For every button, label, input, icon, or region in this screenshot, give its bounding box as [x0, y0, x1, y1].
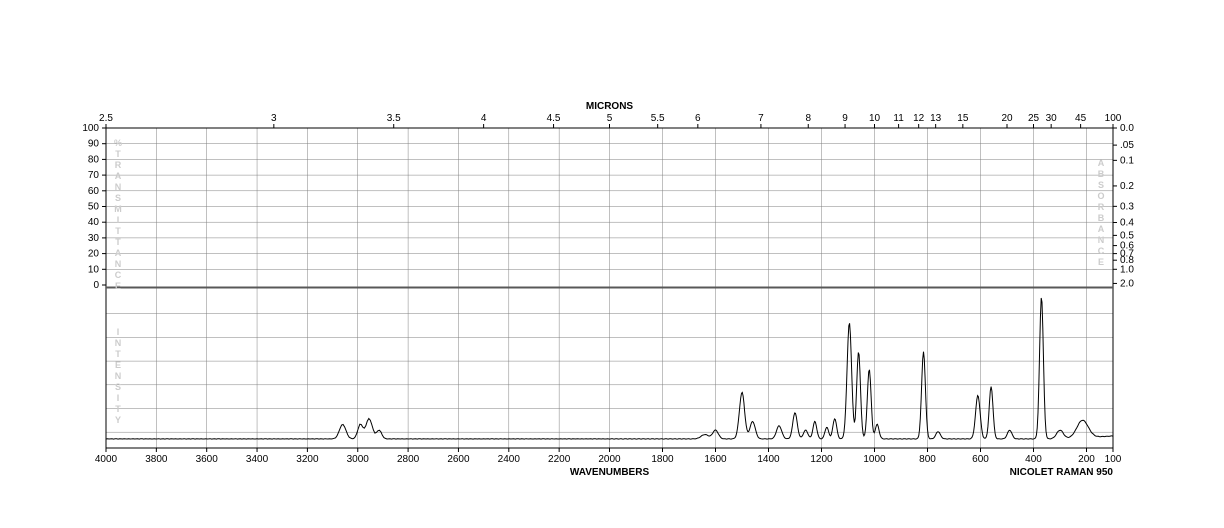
watermark-intensity: T	[115, 404, 121, 414]
watermark-intensity: I	[117, 393, 120, 403]
instrument-label: NICOLET RAMAN 950	[1010, 467, 1114, 478]
watermark-transmittance: T	[115, 149, 121, 159]
xtick-label-bottom: 1000	[863, 454, 886, 465]
xtick-label-top: 5.5	[651, 113, 665, 124]
xtick-label-top: 13	[930, 113, 942, 124]
watermark-intensity: I	[117, 327, 120, 337]
ytick-label-right: 0.0	[1120, 123, 1134, 134]
xtick-label-bottom: 600	[972, 454, 989, 465]
xtick-label-top: 45	[1075, 113, 1087, 124]
watermark-transmittance: A	[115, 171, 122, 181]
xtick-label-bottom: 800	[919, 454, 936, 465]
watermark-transmittance: A	[115, 248, 122, 258]
watermark-intensity: Y	[115, 415, 121, 425]
xtick-label-bottom: 200	[1078, 454, 1095, 465]
xtick-label-top: 4	[481, 113, 487, 124]
ytick-label-left: 20	[88, 249, 100, 260]
ytick-label-right: 0.1	[1120, 155, 1134, 166]
xtick-label-bottom: 2000	[598, 454, 621, 465]
watermark-transmittance: %	[114, 138, 122, 148]
xtick-label-top: 15	[957, 113, 969, 124]
watermark-transmittance: S	[115, 193, 121, 203]
xtick-label-bottom: 3600	[196, 454, 219, 465]
xtick-label-top: 10	[869, 113, 881, 124]
ytick-label-right: 0.3	[1120, 201, 1134, 212]
ytick-label-right: 1.0	[1120, 264, 1134, 275]
watermark-transmittance: N	[115, 259, 122, 269]
xtick-label-bottom: 3800	[145, 454, 168, 465]
ytick-label-left: 70	[88, 170, 100, 181]
xtick-label-top: 6	[695, 113, 701, 124]
watermark-absorbance: A	[1098, 158, 1105, 168]
watermark-intensity: T	[115, 349, 121, 359]
x-axis-label-top: MICRONS	[586, 101, 634, 112]
xtick-label-bottom: 1800	[651, 454, 674, 465]
xtick-label-bottom: 2600	[447, 454, 470, 465]
watermark-absorbance: O	[1097, 191, 1104, 201]
watermark-absorbance: R	[1098, 202, 1105, 212]
xtick-label-top: 11	[893, 113, 904, 124]
xtick-label-bottom: 400	[1025, 454, 1042, 465]
xtick-label-top: 3	[271, 113, 277, 124]
ytick-label-left: 0	[93, 280, 99, 291]
ytick-label-left: 100	[82, 123, 99, 134]
spectrum-chart: 4000380036003400320030002800260024002200…	[0, 0, 1224, 528]
xtick-label-top: 2.5	[99, 113, 113, 124]
xtick-label-bottom: 2400	[498, 454, 521, 465]
ytick-label-left: 60	[88, 186, 100, 197]
watermark-absorbance: B	[1098, 213, 1105, 223]
watermark-transmittance: R	[115, 160, 122, 170]
watermark-transmittance: I	[117, 215, 120, 225]
xtick-label-top: 9	[842, 113, 848, 124]
chart-svg: 4000380036003400320030002800260024002200…	[0, 0, 1224, 528]
watermark-absorbance: C	[1098, 246, 1105, 256]
ytick-label-right: 0.2	[1120, 181, 1134, 192]
watermark-absorbance: S	[1098, 180, 1104, 190]
ytick-label-right: 2.0	[1120, 278, 1134, 289]
xtick-label-top: 25	[1028, 113, 1040, 124]
watermark-absorbance: N	[1098, 235, 1105, 245]
ytick-label-left: 90	[88, 139, 100, 150]
xtick-label-top: 7	[758, 113, 764, 124]
watermark-transmittance: E	[115, 281, 121, 291]
xtick-label-bottom: 3000	[347, 454, 370, 465]
watermark-transmittance: M	[114, 204, 122, 214]
xtick-label-top: 8	[805, 113, 811, 124]
ytick-label-left: 30	[88, 233, 100, 244]
watermark-intensity: E	[115, 360, 121, 370]
watermark-transmittance: T	[115, 237, 121, 247]
watermark-intensity: S	[115, 382, 121, 392]
xtick-label-bottom: 1200	[810, 454, 833, 465]
xtick-label-bottom: 3200	[296, 454, 319, 465]
x-axis-label-bottom: WAVENUMBERS	[570, 467, 650, 478]
xtick-label-bottom: 1400	[757, 454, 780, 465]
ytick-label-left: 50	[88, 202, 100, 213]
watermark-intensity: N	[115, 338, 122, 348]
xtick-label-top: 3.5	[387, 113, 401, 124]
ytick-label-left: 40	[88, 217, 100, 228]
xtick-label-top: 30	[1046, 113, 1058, 124]
watermark-transmittance: T	[115, 226, 121, 236]
ytick-label-right: .05	[1120, 140, 1134, 151]
ytick-label-left: 10	[88, 264, 100, 275]
xtick-label-top: 12	[913, 113, 925, 124]
xtick-label-top: 20	[1001, 113, 1013, 124]
xtick-label-top: 5	[607, 113, 613, 124]
xtick-label-top: 4.5	[547, 113, 561, 124]
watermark-transmittance: C	[115, 270, 122, 280]
xtick-label-bottom: 2800	[397, 454, 420, 465]
watermark-intensity: N	[115, 371, 122, 381]
xtick-label-bottom: 4000	[95, 454, 118, 465]
ytick-label-left: 80	[88, 154, 100, 165]
watermark-absorbance: A	[1098, 224, 1105, 234]
xtick-label-bottom: 3400	[246, 454, 269, 465]
xtick-label-bottom: 100	[1105, 454, 1122, 465]
xtick-label-bottom: 2200	[548, 454, 571, 465]
watermark-absorbance: B	[1098, 169, 1105, 179]
ytick-label-right: 0.4	[1120, 218, 1134, 229]
watermark-transmittance: N	[115, 182, 122, 192]
watermark-absorbance: E	[1098, 257, 1104, 267]
xtick-label-bottom: 1600	[704, 454, 727, 465]
